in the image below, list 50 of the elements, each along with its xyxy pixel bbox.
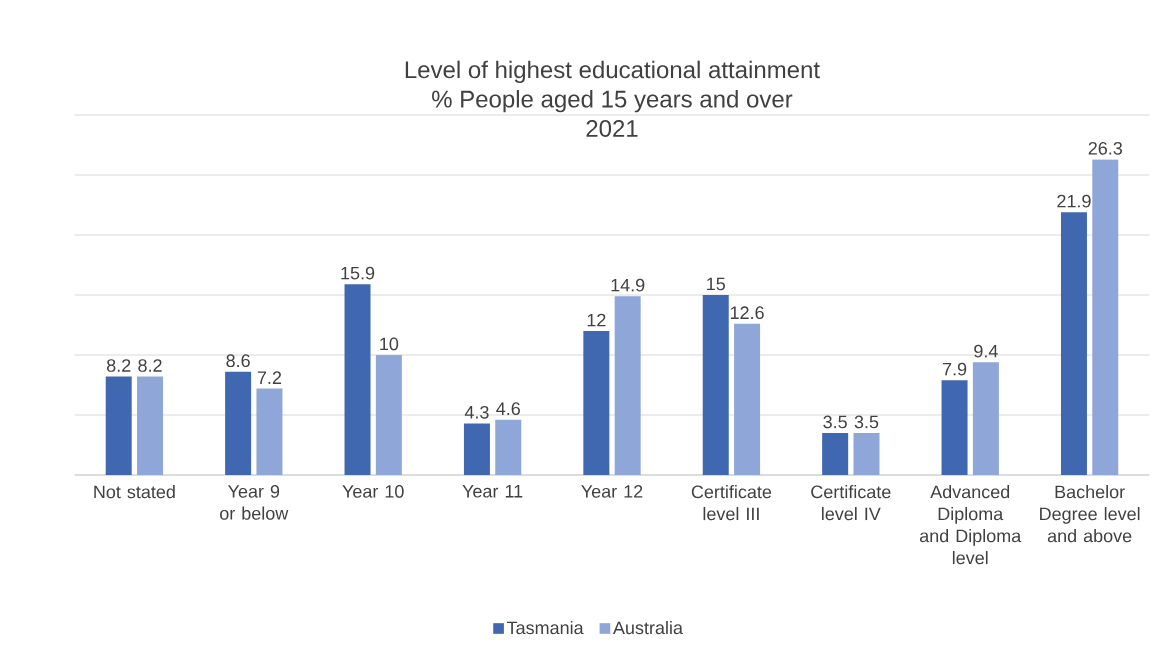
data-label: 7.2 xyxy=(257,371,282,384)
bar xyxy=(225,371,252,475)
data-label: 21.9 xyxy=(1057,194,1091,208)
data-label: 4.3 xyxy=(464,405,489,419)
data-label: 8.2 xyxy=(106,359,131,372)
data-label: 26.3 xyxy=(1088,141,1123,155)
x-tick-label: Advanced Diploma and Diploma level xyxy=(919,485,1022,565)
x-tick-label: Year 12 xyxy=(581,485,643,498)
x-tick-label: Certificate level III xyxy=(691,485,772,521)
data-label: 15 xyxy=(707,277,725,291)
x-tick-label: Year 9 or below xyxy=(220,485,289,520)
data-label: 7.9 xyxy=(942,362,967,376)
x-tick-label: Bachelor Degree level and above xyxy=(1040,485,1140,543)
data-label: 12 xyxy=(587,313,606,327)
bar xyxy=(583,330,610,475)
bar xyxy=(137,376,164,475)
x-tick-label: Year 10 xyxy=(342,485,404,498)
bar xyxy=(256,388,283,475)
bar xyxy=(614,296,641,475)
bar xyxy=(1092,159,1119,475)
bar xyxy=(734,323,761,475)
data-label: 14.9 xyxy=(611,278,645,292)
data-label: 8.2 xyxy=(138,359,162,372)
bar xyxy=(853,432,880,475)
chart-subtitle: % People aged 15 years and over xyxy=(432,89,793,113)
data-label: 3.5 xyxy=(823,415,847,429)
annotation: 2021 xyxy=(586,119,638,137)
bar xyxy=(822,432,849,475)
data-label: 15.9 xyxy=(341,266,375,280)
bar xyxy=(463,423,490,475)
x-tick-label: Not stated xyxy=(94,485,175,499)
bar xyxy=(375,354,402,475)
data-label: 4.6 xyxy=(496,402,520,416)
data-label: 12.6 xyxy=(730,306,764,320)
bar xyxy=(495,419,522,475)
bar xyxy=(105,376,132,475)
data-label: 9.4 xyxy=(974,344,998,358)
data-label: 3.5 xyxy=(854,415,879,429)
data-label: 10 xyxy=(380,337,399,351)
bar xyxy=(941,380,968,475)
legend-label: Tasmania xyxy=(506,620,584,635)
chart-title: Level of highest educational attainment xyxy=(405,60,820,84)
data-label: 8.6 xyxy=(226,354,250,368)
x-tick-label: Certificate level IV xyxy=(811,485,891,521)
bar xyxy=(344,284,371,475)
bar xyxy=(702,294,729,475)
bar xyxy=(1060,212,1087,475)
x-tick-label: Year 11 xyxy=(462,485,523,498)
bar xyxy=(972,362,999,475)
legend-label: Australia xyxy=(612,620,683,635)
